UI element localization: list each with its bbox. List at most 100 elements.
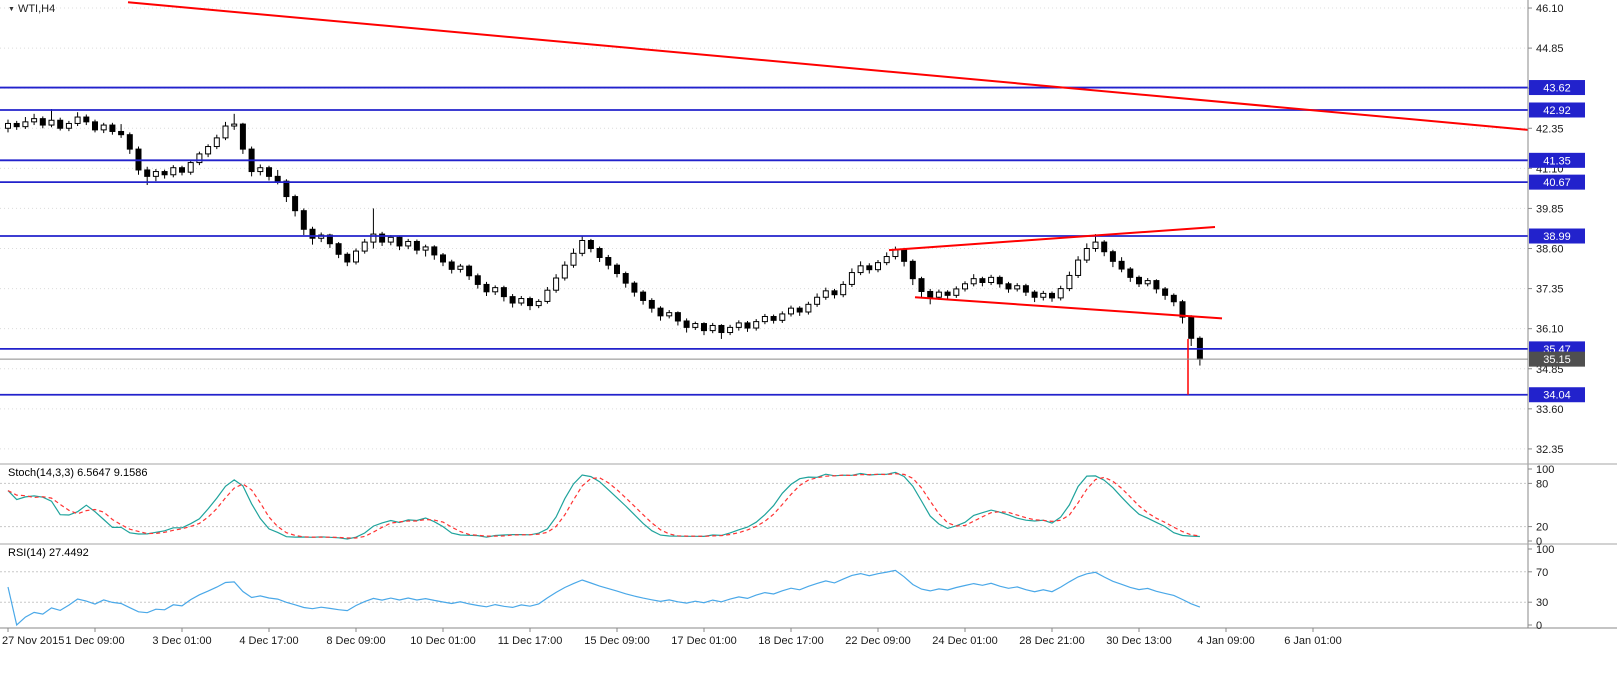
time-tick-label: 11 Dec 17:00 <box>498 635 563 647</box>
candle-body <box>822 290 829 298</box>
candle-body <box>918 278 925 292</box>
time-tick-label: 24 Dec 01:00 <box>932 635 997 647</box>
candle-body <box>779 313 786 321</box>
price-tick-label: 32.35 <box>1536 444 1564 456</box>
candle-body <box>1118 260 1125 270</box>
candle-body <box>831 290 838 296</box>
candle-body <box>935 291 942 298</box>
candle-body <box>361 241 368 252</box>
candle-body <box>596 248 603 258</box>
time-tick-label: 6 Jan 01:00 <box>1284 635 1342 647</box>
candle-body <box>353 250 359 263</box>
price-line-badge: 40.67 <box>1529 174 1585 190</box>
price-line-badge: 35.15 <box>1529 351 1585 367</box>
time-tick-label: 27 Nov 2015 <box>2 635 64 647</box>
candle-body <box>431 246 438 256</box>
svg-text:40.67: 40.67 <box>1543 177 1571 189</box>
candle-body <box>579 239 586 254</box>
candle-body <box>483 283 490 293</box>
candle-body <box>875 262 881 271</box>
candle-body <box>988 276 995 284</box>
candle-body <box>814 296 821 305</box>
candle-body <box>492 287 499 293</box>
candle-body <box>718 324 725 334</box>
candle-body <box>683 320 690 328</box>
candle-body <box>709 324 716 332</box>
symbol-title: WTI,H4 <box>17 3 56 15</box>
trendline[interactable] <box>127 1 1529 131</box>
price-line-badge: 43.62 <box>1529 80 1585 96</box>
candle-body <box>257 167 264 173</box>
candle-body <box>509 296 516 304</box>
candle-body <box>440 254 446 263</box>
candle-body <box>370 233 377 243</box>
candle-body <box>735 322 742 328</box>
candle-body <box>161 171 168 176</box>
candle-body <box>648 299 655 309</box>
indicator-tick-label: 100 <box>1536 464 1554 476</box>
candle-body <box>1109 251 1116 262</box>
candle-body <box>144 169 151 177</box>
indicator-tick-label: 20 <box>1536 522 1548 534</box>
candle-body <box>953 288 960 296</box>
candle-body <box>927 290 934 298</box>
candle-body <box>1101 241 1108 253</box>
price-line-badge: 42.92 <box>1529 102 1585 118</box>
stoch-indicator-label: Stoch(14,3,3) 6.5647 9.1586 <box>8 467 148 479</box>
time-tick-label: 28 Dec 21:00 <box>1019 635 1084 647</box>
candle-body <box>996 276 1003 285</box>
candle-body <box>474 275 481 285</box>
candle-body <box>1153 280 1160 290</box>
candle-body <box>1040 292 1047 298</box>
symbol-label: ▼ WTI,H4 <box>8 3 55 15</box>
candle-body <box>1005 283 1012 290</box>
candle-body <box>396 236 403 247</box>
price-line-badge: 34.04 <box>1529 387 1585 403</box>
stoch-main-line <box>7 471 1200 540</box>
candle-body <box>222 125 229 139</box>
candle-body <box>622 273 629 284</box>
candle-body <box>840 283 847 296</box>
candle-body <box>701 323 707 332</box>
candle-body <box>553 277 560 291</box>
candle-body <box>535 300 542 307</box>
candle-body <box>909 260 916 280</box>
candle-body <box>761 315 768 323</box>
price-line-badge: 41.35 <box>1529 152 1585 168</box>
candle-body <box>1066 274 1073 290</box>
candle-body <box>1031 291 1038 298</box>
price-tick-label: 46.10 <box>1536 3 1564 15</box>
candle-body <box>640 291 647 301</box>
svg-text:42.92: 42.92 <box>1543 105 1571 117</box>
indicator-tick-label: 70 <box>1536 567 1548 579</box>
candle-body <box>187 162 194 173</box>
candle-body <box>587 239 594 250</box>
candle-body <box>83 116 90 123</box>
candle-body <box>457 265 464 270</box>
candle-body <box>979 278 986 284</box>
candle-body <box>753 321 760 329</box>
candle-body <box>231 123 238 127</box>
candle-body <box>1188 316 1195 339</box>
candle-body <box>335 243 342 255</box>
candle-body <box>292 196 299 212</box>
candle-body <box>196 153 203 164</box>
time-tick-label: 18 Dec 17:00 <box>758 635 823 647</box>
candle-body <box>570 252 577 266</box>
price-tick-label: 33.60 <box>1536 404 1564 416</box>
candle-body <box>727 326 734 334</box>
candle-body <box>274 175 281 182</box>
price-tick-label: 39.85 <box>1536 203 1564 215</box>
candle-body <box>1057 288 1064 299</box>
trendline[interactable] <box>888 226 1216 252</box>
trendline[interactable] <box>914 296 1223 320</box>
candle-body <box>692 323 699 328</box>
candle-body <box>179 167 185 173</box>
price-tick-label: 44.85 <box>1536 43 1564 55</box>
candle-body <box>1162 288 1169 296</box>
price-tick-label: 36.10 <box>1536 324 1564 336</box>
candlestick-series[interactable] <box>5 109 1203 366</box>
candle-body <box>1049 292 1055 299</box>
svg-text:43.62: 43.62 <box>1543 83 1571 95</box>
